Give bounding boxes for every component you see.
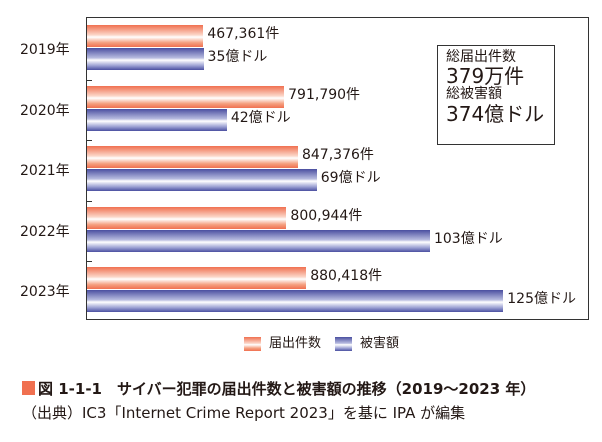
data-label-amount: 103億ドル [433, 230, 503, 247]
data-label-count: 467,361件 [207, 26, 280, 42]
data-label-amount: 125億ドル [507, 291, 576, 307]
totals-box: 総届出件数 379万件 総被害額 374億ドル [437, 45, 555, 145]
axis-tick [86, 261, 92, 262]
year-label: 2020年 [20, 102, 70, 119]
year-label: 2021年 [20, 163, 70, 179]
total-count-value: 379万件 [446, 64, 525, 89]
legend-item-amount: 被害額 [335, 332, 399, 351]
plot-area [86, 17, 589, 320]
axis-tick [86, 79, 92, 81]
legend-item-count: 届出件数 [244, 332, 321, 351]
legend-swatch-amount [335, 336, 353, 351]
data-label-amount: 35億ドル [207, 49, 268, 65]
bar-amount [87, 229, 430, 252]
axis-tick [86, 200, 92, 202]
figure-caption: 図 1-1-1 サイバー犯罪の届出件数と被害額の推移（2019～2023 年） [22, 378, 535, 399]
data-label-amount: 42億ドル [230, 109, 291, 126]
bar-amount [87, 290, 504, 312]
bar-count [87, 25, 204, 47]
bar-count [87, 146, 298, 168]
caption-marker-icon [22, 381, 35, 395]
data-label-count: 880,418件 [310, 268, 383, 284]
caption-text: 図 1-1-1 サイバー犯罪の届出件数と被害額の推移（2019～2023 年） [38, 380, 536, 398]
total-amount-label: 総被害額 [446, 86, 502, 103]
data-label-count: 800,944件 [290, 207, 363, 224]
bar-amount [87, 169, 317, 191]
bar-count [87, 85, 285, 108]
total-count-label: 総届出件数 [446, 49, 516, 65]
legend-label-amount: 被害額 [360, 336, 400, 351]
bar-amount [87, 48, 204, 70]
bar-count [87, 206, 287, 229]
legend-label-count: 届出件数 [269, 336, 322, 351]
data-label-count: 847,376件 [301, 147, 374, 163]
year-label: 2023年 [20, 284, 70, 300]
legend-swatch-count [244, 336, 261, 351]
year-label: 2019年 [20, 42, 70, 58]
bar-amount [87, 108, 227, 131]
bar-count [87, 267, 307, 289]
total-amount-value: 374億ドル [446, 101, 545, 126]
year-label: 2022年 [20, 223, 70, 240]
legend: 届出件数 被害額 [244, 332, 399, 351]
data-label-count: 791,790件 [288, 86, 361, 103]
axis-tick [86, 140, 92, 141]
data-label-amount: 69億ドル [320, 170, 381, 186]
source-note: （出典）IC3「Internet Crime Report 2023」を基に I… [22, 404, 466, 422]
